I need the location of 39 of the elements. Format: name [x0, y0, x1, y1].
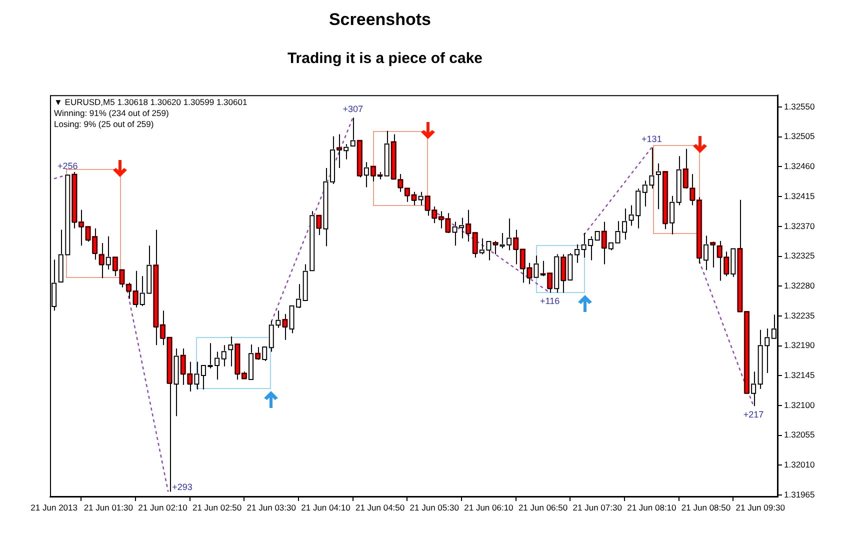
y-tick-label: 1.32550 — [784, 101, 815, 112]
x-tick-label: 21 Jun 06:10 — [464, 502, 514, 512]
y-tick-label: 1.32055 — [784, 430, 815, 440]
x-tick-label: 21 Jun 2013 — [30, 502, 78, 512]
annotation: +293 — [172, 482, 192, 492]
annotation: +307 — [342, 104, 364, 114]
x-tick-label: 21 Jun 02:50 — [192, 502, 242, 512]
x-tick-label: 21 Jun 04:10 — [301, 502, 351, 512]
annotation: +217 — [743, 410, 764, 420]
y-tick-label: 1.31965 — [784, 489, 815, 500]
x-tick-label: 21 Jun 08:10 — [627, 502, 677, 512]
x-tick-label: 21 Jun 05:30 — [410, 502, 460, 512]
x-tick-label: 21 Jun 03:30 — [246, 502, 296, 512]
y-tick-label: 1.32100 — [784, 400, 815, 410]
annotation: Losing: 9% (25 out of 259) — [54, 119, 154, 130]
x-tick-label: 21 Jun 09:30 — [736, 502, 786, 512]
annotation: ▼ EURUSD,M5 1.30618 1.30620 1.30599 1.30601 — [54, 97, 248, 108]
y-tick-label: 1.32415 — [784, 190, 815, 201]
y-tick-label: 1.32460 — [784, 161, 815, 172]
y-tick-label: 1.32235 — [784, 310, 815, 320]
chart-subtitle: Trading it is a piece of cake — [286, 50, 484, 67]
annotation: +131 — [642, 134, 662, 144]
y-tick-label: 1.32145 — [784, 370, 815, 380]
chart-title: Screenshots — [328, 10, 432, 30]
x-tick-label: 21 Jun 07:30 — [572, 502, 622, 512]
y-tick-label: 1.32190 — [784, 340, 815, 350]
y-tick-label: 1.32505 — [784, 131, 815, 142]
x-tick-label: 21 Jun 01:30 — [84, 502, 134, 512]
annotation: +116 — [540, 296, 560, 306]
y-tick-label: 1.32010 — [784, 460, 815, 470]
annotation: Winning: 91% (234 out of 259) — [54, 108, 169, 120]
y-tick-label: 1.32370 — [784, 220, 815, 231]
x-tick-label: 21 Jun 08:50 — [681, 502, 731, 512]
x-tick-label: 21 Jun 04:50 — [355, 502, 405, 512]
x-tick-label: 21 Jun 06:50 — [518, 502, 568, 512]
y-tick-label: 1.32325 — [784, 250, 815, 261]
annotation: +256 — [58, 161, 78, 172]
y-tick-label: 1.32280 — [784, 280, 815, 290]
x-tick-label: 21 Jun 02:10 — [138, 502, 188, 512]
